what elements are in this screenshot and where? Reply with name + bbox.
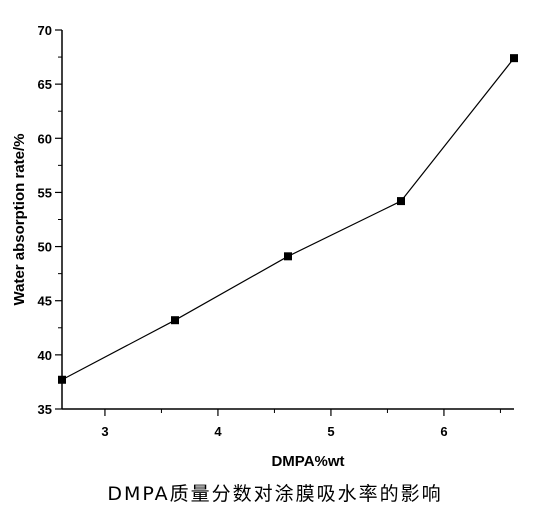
series-line [61, 57, 515, 381]
x-axis-ticks: 3 4 5 6 [101, 409, 501, 439]
y-tick-label: 60 [38, 131, 52, 146]
y-tick-label: 55 [38, 185, 52, 200]
data-point [510, 54, 518, 63]
y-tick-label: 70 [38, 23, 52, 38]
y-tick-label: 50 [38, 240, 52, 255]
figure-caption: DMPA质量分数对涂膜吸水率的影响 [107, 483, 442, 505]
x-tick-label: 4 [214, 424, 222, 439]
x-axis-label: DMPA%wt [271, 453, 344, 470]
y-axis-label: Water absorption rate/% [11, 134, 28, 306]
data-point [58, 375, 66, 384]
x-tick-label: 5 [327, 424, 334, 439]
y-tick-label: 40 [38, 348, 52, 363]
y-tick-label: 45 [38, 294, 52, 309]
data-point [284, 252, 292, 261]
data-point [397, 197, 405, 206]
x-tick-label: 3 [101, 424, 108, 439]
x-tick-label: 6 [440, 424, 447, 439]
y-tick-label: 65 [38, 77, 52, 92]
y-axis-ticks: 35 40 45 50 55 60 65 70 [38, 23, 62, 417]
data-point [171, 316, 179, 325]
data-markers [58, 54, 518, 384]
y-tick-label: 35 [38, 402, 52, 417]
